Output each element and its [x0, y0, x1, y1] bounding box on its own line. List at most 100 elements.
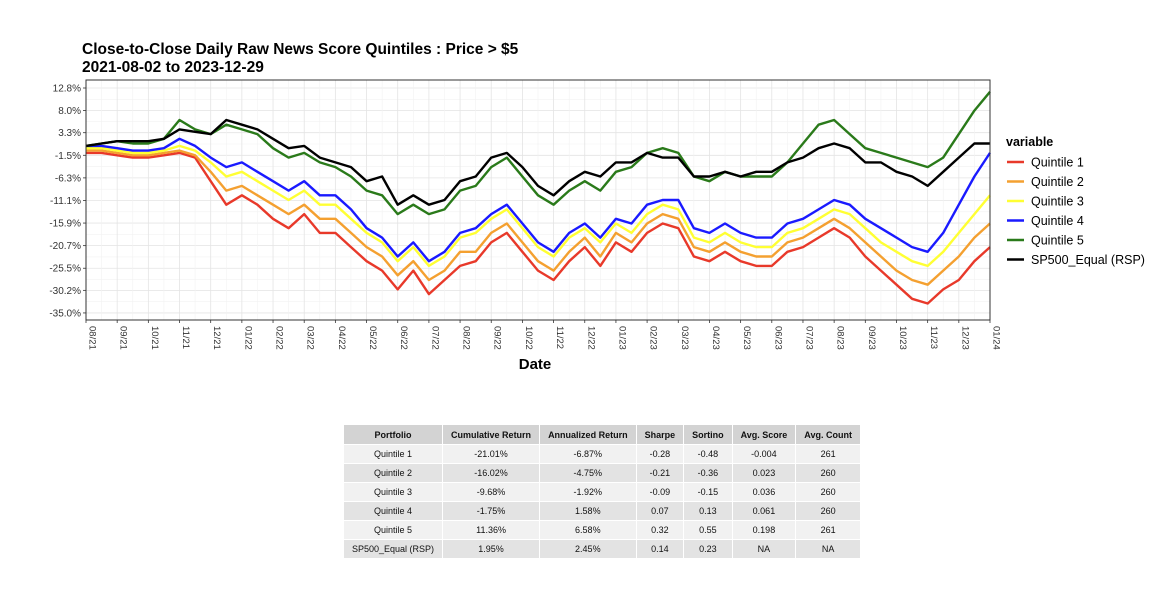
x-tick-label: 10/23: [897, 326, 908, 350]
table-cell: Quintile 3: [342, 482, 444, 502]
col-header-sortino: Sortino: [683, 424, 733, 445]
table-cell: -4.75%: [539, 463, 637, 483]
y-axis-ticks: 12.8% 8.0% 3.3% -1.5% -6.3% -11.1% -15.9% -20.7…: [49, 84, 86, 319]
x-tick-label: 03/22: [305, 326, 316, 350]
x-tick-label: 09/23: [866, 326, 877, 350]
table-cell: 261: [795, 520, 861, 540]
table-row: Quintile 2 -16.02% -4.75% -0.21 -0.36 0.…: [342, 463, 861, 483]
series-line-quintile-2: [86, 149, 991, 286]
legend-label: Quintile 5: [1031, 234, 1084, 248]
x-tick-label: 01/23: [616, 326, 627, 350]
col-header-cumulative-return: Cumulative Return: [442, 424, 541, 445]
legend-label: Quintile 2: [1031, 175, 1084, 189]
x-tick-label: 02/22: [274, 326, 285, 350]
x-tick-label: 12/23: [959, 326, 970, 350]
y-tick-label: -20.7%: [49, 241, 81, 252]
x-tick-label: 09/22: [492, 326, 503, 350]
y-tick-label: -25.5%: [49, 264, 81, 275]
table-cell: -0.15: [683, 482, 733, 502]
x-tick-label: 05/22: [367, 326, 378, 350]
table-cell: -0.36: [683, 463, 733, 483]
col-header-avg-score: Avg. Score: [731, 424, 797, 445]
chart-subtitle: 2021-08-02 to 2023-12-29: [82, 59, 264, 76]
table-cell: -1.75%: [442, 501, 541, 521]
table-cell: 0.061: [731, 501, 797, 521]
y-tick-label: 12.8%: [53, 84, 81, 95]
x-tick-label: 07/22: [429, 326, 440, 350]
series-line-quintile-4: [86, 137, 992, 263]
table-cell: SP500_Equal (RSP): [342, 539, 444, 559]
table-cell: 11.36%: [442, 520, 541, 540]
table-cell: 0.32: [635, 520, 685, 540]
table-cell: -0.004: [731, 444, 797, 464]
x-axis-ticks: 08/21 09/21 10/21 11/21 12/21 01/22 02/22 03/22…: [85, 320, 1002, 350]
x-tick-label: 11/21: [180, 326, 191, 349]
series-line-quintile-1: [86, 151, 991, 305]
series-line-quintile-3: [86, 144, 991, 268]
table-row: Quintile 1 -21.01% -6.87% -0.28 -0.48 -0…: [342, 444, 861, 464]
x-tick-label: 09/21: [118, 326, 129, 350]
col-header-sharpe: Sharpe: [635, 424, 685, 445]
series-line-quintile-5: [85, 91, 991, 216]
x-tick-label: 05/23: [741, 326, 752, 350]
x-tick-label: 01/24: [991, 326, 1002, 350]
table-cell: Quintile 1: [342, 444, 444, 464]
y-tick-label: 8.0%: [58, 106, 81, 117]
returns-line-chart: Close-to-Close Daily Raw News Score Quin…: [49, 41, 1145, 373]
table-cell: -6.87%: [539, 444, 637, 464]
x-tick-label: 07/23: [803, 326, 814, 350]
table-cell: 0.036: [731, 482, 797, 502]
table-row: SP500_Equal (RSP) 1.95% 2.45% 0.14 0.23 …: [342, 539, 861, 559]
col-header-annualized-return: Annualized Return: [539, 424, 637, 445]
x-tick-label: 03/23: [679, 326, 690, 350]
y-tick-label: -15.9%: [49, 219, 81, 230]
table-cell: 6.58%: [539, 520, 637, 540]
table-cell: 0.023: [731, 463, 797, 483]
table-cell: 260: [795, 501, 861, 521]
table-cell: -0.28: [635, 444, 685, 464]
table-cell: NA: [795, 539, 861, 559]
x-tick-label: 01/22: [242, 326, 253, 350]
x-tick-label: 10/22: [523, 326, 534, 350]
table-header-row: Portfolio Cumulative Return Annualized R…: [342, 424, 861, 445]
series-lines: [85, 91, 992, 305]
y-tick-label: 3.3%: [58, 128, 81, 139]
table-cell: -21.01%: [442, 444, 541, 464]
legend-label: Quintile 3: [1031, 195, 1084, 209]
table-cell: Quintile 4: [342, 501, 444, 521]
plot-frame: [85, 79, 991, 321]
table-cell: -16.02%: [442, 463, 541, 483]
series-line-sp500-equal-rsp: [85, 118, 990, 206]
table-cell: 260: [795, 463, 861, 483]
table-cell: Quintile 2: [342, 463, 444, 483]
table-cell: 261: [795, 444, 861, 464]
x-tick-label: 11/23: [928, 326, 939, 349]
table-cell: -0.21: [635, 463, 685, 483]
legend-title: variable: [1006, 135, 1053, 149]
table-row: Quintile 5 11.36% 6.58% 0.32 0.55 0.198 …: [342, 520, 861, 540]
y-tick-label: -6.3%: [55, 173, 81, 184]
legend-label: Quintile 1: [1031, 156, 1084, 170]
table-cell: NA: [731, 539, 797, 559]
table-cell: Quintile 5: [342, 520, 444, 540]
table-cell: 0.23: [683, 539, 733, 559]
x-tick-label: 04/22: [336, 326, 347, 350]
table-cell: -0.48: [683, 444, 733, 464]
x-tick-label: 06/23: [772, 326, 783, 350]
x-tick-label: 02/23: [648, 326, 659, 350]
table-cell: -9.68%: [442, 482, 541, 502]
table-cell: 0.198: [731, 520, 797, 540]
legend-label: Quintile 4: [1031, 214, 1084, 228]
table-cell: 260: [795, 482, 861, 502]
table-cell: 1.95%: [442, 539, 541, 559]
table-cell: 0.14: [635, 539, 685, 559]
table-cell: 1.58%: [539, 501, 637, 521]
y-tick-label: -35.0%: [49, 308, 81, 319]
x-tick-label: 10/21: [149, 326, 160, 350]
x-tick-label: 12/22: [585, 326, 596, 350]
performance-table: Portfolio Cumulative Return Annualized R…: [342, 424, 861, 559]
x-tick-label: 08/21: [87, 326, 98, 350]
x-tick-label: 04/23: [710, 326, 721, 350]
table-row: Quintile 4 -1.75% 1.58% 0.07 0.13 0.061 …: [342, 501, 861, 521]
table-cell: 0.13: [683, 501, 733, 521]
